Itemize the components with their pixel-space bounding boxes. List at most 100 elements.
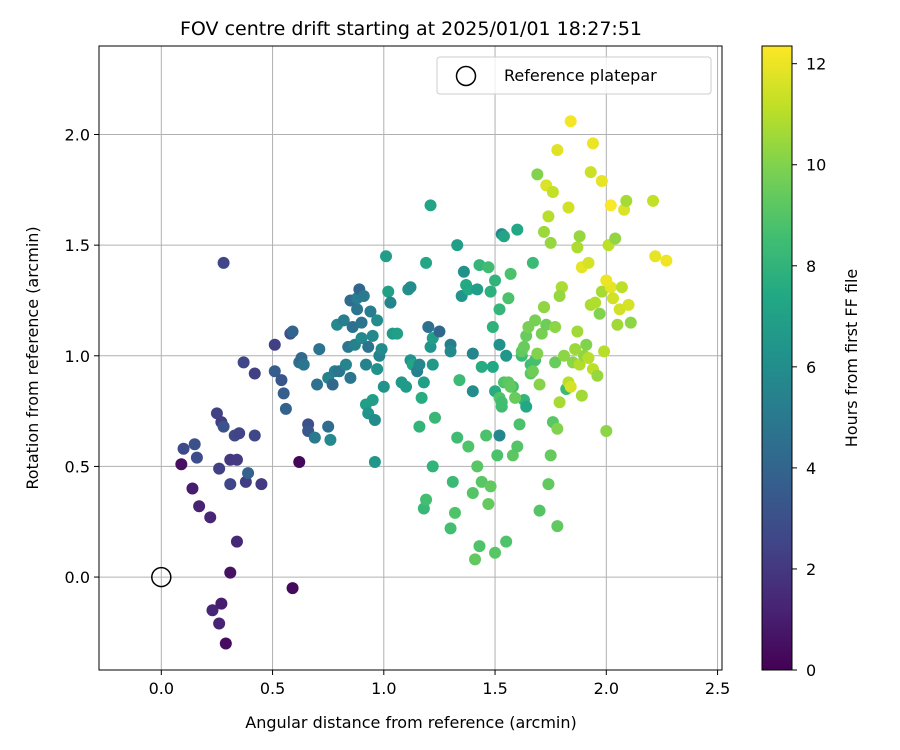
data-point: [364, 305, 377, 318]
data-point: [277, 387, 290, 400]
data-point: [611, 318, 624, 331]
data-point: [533, 378, 546, 391]
data-point: [366, 329, 379, 342]
data-point: [504, 267, 517, 280]
data-point: [493, 429, 506, 442]
x-tick-label: 2.0: [594, 679, 619, 698]
colorbar-tick-label: 2: [806, 560, 816, 579]
data-point: [248, 429, 261, 442]
data-point: [368, 413, 381, 426]
data-point: [451, 239, 464, 252]
data-point: [544, 236, 557, 249]
data-point: [204, 511, 217, 524]
data-point: [233, 427, 246, 440]
data-point: [582, 352, 595, 364]
data-point: [420, 493, 433, 506]
data-point: [482, 498, 495, 511]
data-point: [433, 325, 446, 338]
data-point: [279, 402, 292, 415]
data-point: [293, 456, 306, 468]
data-point: [475, 475, 488, 488]
data-point: [473, 540, 486, 553]
data-point: [482, 261, 495, 274]
data-point: [549, 321, 562, 334]
data-point: [491, 449, 504, 462]
data-point: [339, 358, 352, 371]
data-point: [175, 458, 188, 471]
data-point: [268, 365, 281, 378]
x-tick-label: 2.5: [705, 679, 730, 698]
data-point: [564, 115, 577, 128]
data-point: [268, 338, 281, 351]
data-point: [188, 438, 201, 451]
colorbar-tick-label: 0: [806, 661, 816, 680]
data-point: [526, 256, 539, 269]
data-point: [415, 391, 428, 404]
data-point: [219, 637, 232, 650]
y-tick-label: 2.0: [65, 126, 90, 145]
data-point: [497, 230, 510, 243]
data-point: [520, 400, 533, 413]
data-point: [237, 356, 250, 369]
x-axis-label: Angular distance from reference (arcmin): [245, 713, 576, 732]
data-point: [286, 582, 299, 595]
data-point: [451, 431, 464, 444]
data-point: [230, 453, 243, 466]
data-point: [177, 442, 190, 455]
data-point: [551, 144, 564, 156]
legend: Reference platepar: [436, 56, 712, 95]
data-point: [586, 137, 599, 150]
y-tick-label: 1.5: [65, 236, 90, 255]
data-point: [493, 303, 506, 316]
data-point: [413, 358, 426, 371]
data-point: [480, 429, 493, 442]
data-point: [595, 285, 608, 298]
colorbar-tick-label: 10: [806, 156, 826, 175]
data-point: [446, 475, 459, 488]
data-point: [444, 522, 457, 535]
data-point: [324, 433, 337, 446]
data-point: [531, 347, 544, 360]
data-point: [457, 265, 470, 278]
data-point: [595, 174, 608, 187]
data-point: [391, 327, 404, 340]
data-point: [589, 296, 602, 309]
data-point: [606, 292, 619, 305]
data-point: [355, 332, 368, 345]
x-tick-label: 0.0: [149, 679, 174, 698]
data-point: [417, 376, 430, 389]
data-point: [615, 281, 628, 294]
data-point: [531, 168, 544, 181]
data-point: [400, 380, 413, 393]
data-point: [484, 285, 497, 298]
data-point: [286, 325, 299, 338]
data-point: [502, 292, 515, 305]
data-point: [384, 296, 397, 309]
data-point: [368, 456, 381, 468]
data-point: [475, 360, 488, 373]
data-point: [486, 360, 499, 373]
data-point: [230, 535, 243, 548]
data-point: [580, 338, 593, 351]
colorbar: 0 2 4 6 8 10 12 Hours from first FF file: [761, 45, 861, 680]
data-point: [462, 283, 475, 296]
y-tick-label: 0.0: [65, 568, 90, 587]
data-point: [553, 396, 566, 409]
y-axis-label: Rotation from reference (arcmin): [23, 226, 42, 489]
data-point: [506, 449, 519, 462]
data-point: [511, 223, 524, 236]
data-point: [213, 617, 226, 630]
data-point: [190, 451, 203, 464]
data-point: [649, 250, 662, 263]
data-point: [538, 301, 550, 314]
data-point: [466, 385, 479, 398]
chart-title: FOV centre drift starting at 2025/01/01 …: [180, 18, 642, 40]
data-point: [360, 358, 372, 371]
data-point: [500, 535, 513, 548]
data-point: [591, 369, 604, 382]
data-point: [493, 338, 506, 351]
colorbar-tick-label: 4: [806, 459, 816, 478]
data-point: [660, 254, 673, 267]
colorbar-tick-label: 6: [806, 358, 816, 377]
